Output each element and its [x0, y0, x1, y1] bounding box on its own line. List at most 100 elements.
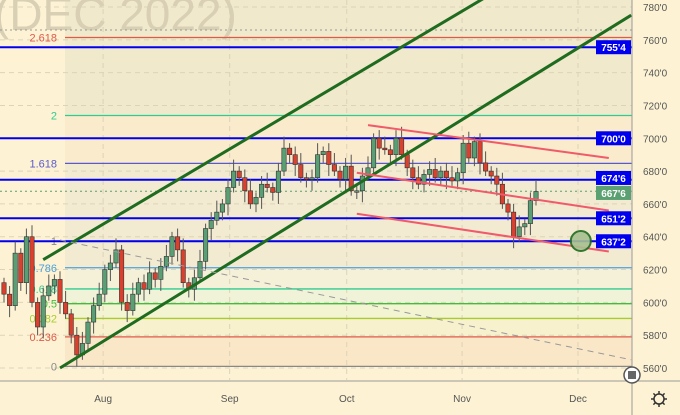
fib-label: 0.786 [29, 263, 57, 275]
price-badge [596, 40, 631, 55]
trend-line-dashed-gray [59, 239, 632, 361]
candle [242, 177, 248, 192]
x-tick-label: Oct [339, 394, 355, 405]
candle [427, 169, 433, 175]
candle [443, 170, 449, 178]
candle [1, 282, 7, 295]
candle [135, 282, 141, 295]
candle [247, 190, 253, 205]
candle [438, 170, 444, 178]
fib-label: 2.618 [29, 33, 57, 45]
price-badge [596, 185, 631, 200]
trend-line-channel-lower [59, 13, 632, 370]
candle [169, 236, 175, 257]
x-tick-label: Dec [569, 394, 587, 405]
fib-zone [65, 267, 632, 289]
candle [141, 282, 147, 290]
candle [483, 162, 489, 172]
candle [91, 305, 97, 323]
trend-line-red-lower [356, 212, 609, 253]
candle [130, 293, 136, 311]
candle [292, 154, 298, 165]
x-tick-label: Nov [453, 394, 471, 405]
candle [18, 252, 24, 283]
price-badge [596, 170, 631, 185]
target-circle [569, 230, 592, 253]
candle [511, 211, 517, 238]
candle [107, 262, 113, 270]
candle [264, 183, 270, 188]
fib-zone [65, 163, 632, 242]
y-tick-label: 760'0 [643, 36, 668, 47]
candle [51, 279, 57, 287]
price-badge-label: 674'6 [601, 174, 626, 185]
candle [371, 137, 377, 169]
y-tick-label: 700'0 [643, 134, 668, 145]
candle [303, 177, 309, 180]
fib-zone [65, 115, 632, 164]
price-axis[interactable] [632, 0, 680, 415]
y-tick-label: 740'0 [643, 69, 668, 80]
candle [236, 170, 242, 178]
candle [12, 252, 18, 306]
candle [421, 174, 427, 185]
candle [102, 269, 108, 295]
candle [158, 265, 164, 280]
candle [410, 167, 416, 178]
candle [63, 302, 69, 315]
fib-zone [65, 241, 632, 268]
candle [23, 236, 29, 283]
price-badge-label: 700'0 [601, 134, 626, 145]
candle [477, 141, 483, 164]
trend-line-channel-upper [42, 0, 484, 262]
candle [505, 203, 511, 213]
candle [399, 137, 405, 155]
candle [219, 203, 225, 213]
y-tick-label: 600'0 [643, 298, 668, 309]
candle [147, 272, 153, 290]
price-badge [596, 211, 631, 226]
y-tick-label: 620'0 [643, 266, 668, 277]
candle [281, 147, 287, 172]
price-badge-label: 755'4 [601, 43, 626, 54]
candle [309, 177, 315, 180]
candle [29, 236, 35, 303]
candle [113, 249, 119, 264]
candle [527, 200, 533, 224]
candle [46, 285, 52, 297]
candle [432, 169, 438, 178]
candle [337, 170, 343, 180]
fib-label: 0 [51, 361, 57, 373]
candle [326, 151, 332, 165]
candle [354, 190, 360, 193]
trend-line-red-middle [356, 171, 609, 212]
hourglass-icon[interactable] [623, 366, 641, 384]
y-tick-label: 560'0 [643, 364, 668, 375]
candle [203, 228, 209, 262]
candle [35, 302, 41, 328]
candle [494, 175, 500, 185]
price-badge-label: 637'2 [601, 237, 626, 248]
fib-zone [65, 336, 632, 367]
candle [315, 154, 321, 178]
watermark: (DEC 2022) [0, 0, 237, 40]
candle [331, 164, 337, 172]
candle [163, 256, 169, 267]
candle [488, 170, 494, 177]
candle [231, 170, 237, 188]
candle [253, 197, 259, 205]
gear-icon[interactable] [651, 391, 667, 407]
candle [275, 170, 281, 193]
candle [449, 177, 455, 182]
y-tick-label: 720'0 [643, 101, 668, 112]
candle [225, 187, 231, 205]
candle [455, 172, 461, 182]
fib-zone [65, 37, 632, 116]
fib-label: 2 [51, 110, 57, 122]
candle [152, 272, 158, 280]
candle [387, 149, 393, 155]
candle [516, 226, 522, 238]
x-tick-label: Sep [221, 394, 239, 405]
